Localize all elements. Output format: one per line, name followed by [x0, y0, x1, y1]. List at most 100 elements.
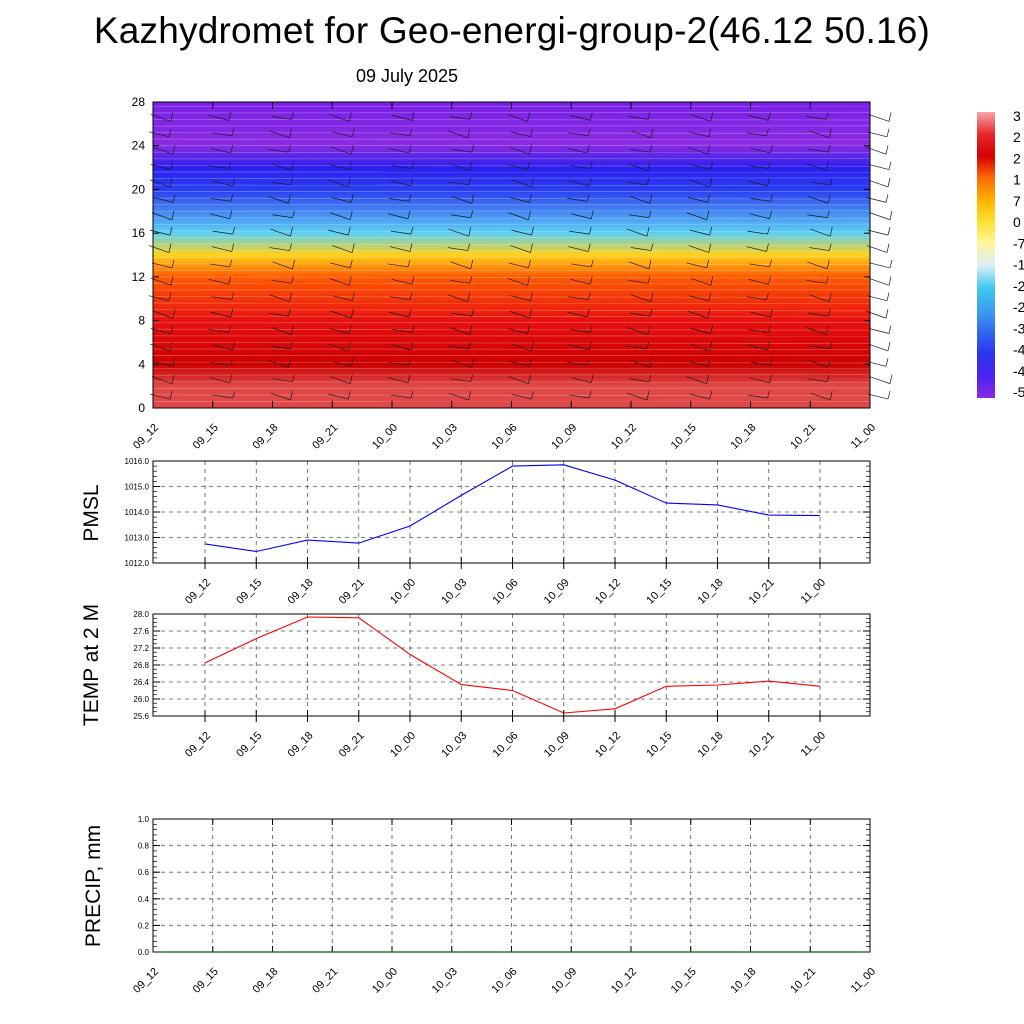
wind-barb-flag	[708, 128, 712, 137]
wind-barb-flag	[468, 227, 472, 237]
wind-barb-flag	[411, 161, 415, 169]
wind-barb-flag	[289, 292, 292, 302]
wind-barb-flag	[409, 292, 413, 300]
wind-barb	[868, 277, 890, 286]
wind-barb-flag	[825, 325, 829, 335]
wind-barb-flag	[829, 341, 833, 349]
x-tick-label: 10_03	[439, 577, 469, 607]
wind-barb	[867, 229, 889, 236]
wind-barb-flag	[289, 243, 292, 251]
wind-barb-flag	[349, 210, 353, 220]
wind-barb-flag	[885, 145, 889, 155]
wind-barb	[868, 328, 890, 334]
wind-barb-flag	[646, 177, 650, 186]
wind-barb	[629, 196, 651, 204]
wind-barb	[868, 114, 890, 122]
wind-barb-flag	[588, 227, 592, 235]
wind-barb-flag	[530, 128, 533, 137]
wind-barb	[509, 310, 530, 319]
wind-barb	[330, 212, 351, 221]
wind-barb-flag	[710, 276, 714, 286]
wind-barb-flag	[888, 112, 892, 122]
wind-barb	[865, 197, 887, 203]
x-tick-label: 09_12	[183, 577, 213, 607]
wind-barb-flag	[648, 259, 652, 270]
wind-barb-flag	[409, 128, 413, 136]
wind-barb-flag	[292, 374, 295, 382]
wind-barb-flag	[408, 358, 412, 366]
wind-barb	[270, 345, 291, 350]
wind-barb-flag	[168, 292, 172, 301]
wind-barb	[688, 295, 709, 302]
wind-barb-flag	[350, 194, 354, 203]
wind-barb-flag	[766, 128, 769, 136]
wind-barb	[268, 196, 289, 204]
wind-barb-flag	[170, 276, 174, 286]
y-tick-label: 24	[132, 139, 146, 153]
wind-barb-flag	[471, 309, 475, 317]
wind-barb-flag	[887, 227, 891, 236]
contour-line	[152, 177, 871, 179]
wind-barb-flag	[589, 161, 593, 169]
wind-barb	[568, 246, 589, 252]
wind-barb-flag	[531, 227, 534, 236]
x-tick-label: 11_00	[849, 966, 879, 996]
wind-barb-flag	[709, 227, 713, 236]
wind-barb	[390, 180, 412, 187]
wind-barb-flag	[709, 390, 713, 400]
y-axis-title: PRECIP, mm	[82, 825, 105, 947]
x-tick-label: 10_00	[370, 422, 400, 452]
wind-barb-flag	[770, 358, 773, 366]
x-tick-label: 09_18	[286, 577, 316, 607]
wind-barb	[448, 392, 469, 401]
wind-barb-flag	[707, 194, 711, 203]
wind-barb-flag	[350, 358, 354, 367]
wind-barb	[808, 148, 829, 153]
wind-barb	[748, 329, 769, 333]
wind-barb	[569, 394, 590, 399]
wind-barb-flag	[169, 390, 173, 400]
wind-barb	[749, 213, 770, 220]
wind-barb	[507, 114, 528, 122]
wind-barb	[808, 196, 829, 204]
wind-barb	[626, 345, 648, 350]
wind-barb	[272, 214, 293, 219]
y-tick-label: 27.2	[133, 644, 149, 653]
wind-barb-flag	[650, 243, 654, 251]
wind-barb	[151, 262, 173, 269]
wind-barb-flag	[828, 128, 832, 138]
wind-barb-flag	[288, 194, 291, 204]
x-tick-label: 10_12	[593, 577, 623, 607]
wind-barb-flag	[410, 390, 414, 399]
wind-barb-flag	[826, 259, 830, 270]
wind-barb	[690, 277, 711, 286]
contour-line	[152, 210, 871, 212]
wind-barb-flag	[469, 112, 473, 120]
wind-barb-flag	[646, 227, 650, 237]
wind-barb	[686, 212, 707, 221]
x-tick-label: 09_21	[337, 577, 367, 607]
wind-barb	[270, 228, 291, 237]
x-tick-label: 10_06	[491, 577, 521, 607]
colorbar-label: -7	[1013, 235, 1024, 251]
wind-barb-flag	[467, 292, 471, 302]
wind-barb	[328, 229, 349, 236]
plot-frame	[152, 460, 871, 564]
wind-barb-flag	[590, 259, 594, 268]
contour-line	[152, 111, 871, 114]
wind-barb	[509, 146, 530, 155]
wind-barb-flag	[706, 259, 710, 269]
x-tick-label: 11_00	[799, 730, 829, 760]
y-tick-label: 0.2	[138, 921, 150, 930]
wind-barb	[332, 245, 353, 253]
wind-barb	[150, 277, 172, 286]
colorbar-label: 7	[1013, 193, 1021, 209]
colorbar-label: -5	[1013, 384, 1024, 400]
wind-barb-flag	[347, 177, 351, 188]
x-tick-label: 10_15	[669, 966, 699, 996]
wind-barb-flag	[409, 243, 413, 252]
wind-barb	[328, 393, 349, 400]
x-tick-label: 09_18	[286, 730, 316, 760]
y-tick-label: 4	[138, 357, 145, 371]
wind-barb	[806, 163, 827, 171]
